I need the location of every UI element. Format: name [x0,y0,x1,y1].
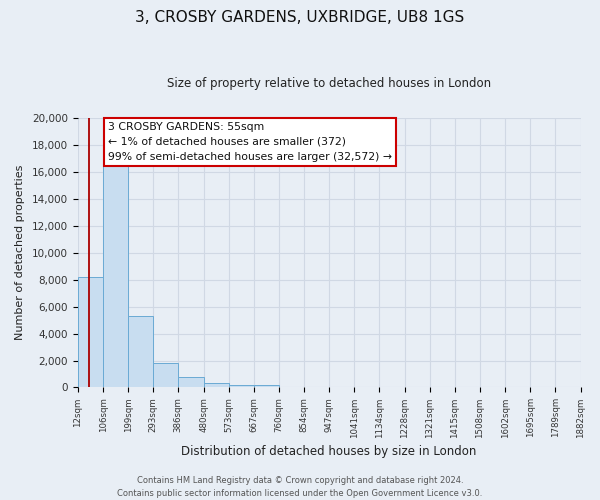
Bar [154,363,178,388]
Bar [103,165,128,388]
Bar [254,385,279,388]
Bar [128,316,154,388]
Bar [178,376,203,388]
X-axis label: Distribution of detached houses by size in London: Distribution of detached houses by size … [181,444,477,458]
Text: 3, CROSBY GARDENS, UXBRIDGE, UB8 1GS: 3, CROSBY GARDENS, UXBRIDGE, UB8 1GS [136,10,464,25]
Bar [203,384,229,388]
Y-axis label: Number of detached properties: Number of detached properties [15,165,25,340]
Text: 3 CROSBY GARDENS: 55sqm
← 1% of detached houses are smaller (372)
99% of semi-de: 3 CROSBY GARDENS: 55sqm ← 1% of detached… [108,122,392,162]
Bar [78,277,103,388]
Text: Contains HM Land Registry data © Crown copyright and database right 2024.
Contai: Contains HM Land Registry data © Crown c… [118,476,482,498]
Bar [229,385,254,388]
Title: Size of property relative to detached houses in London: Size of property relative to detached ho… [167,78,491,90]
